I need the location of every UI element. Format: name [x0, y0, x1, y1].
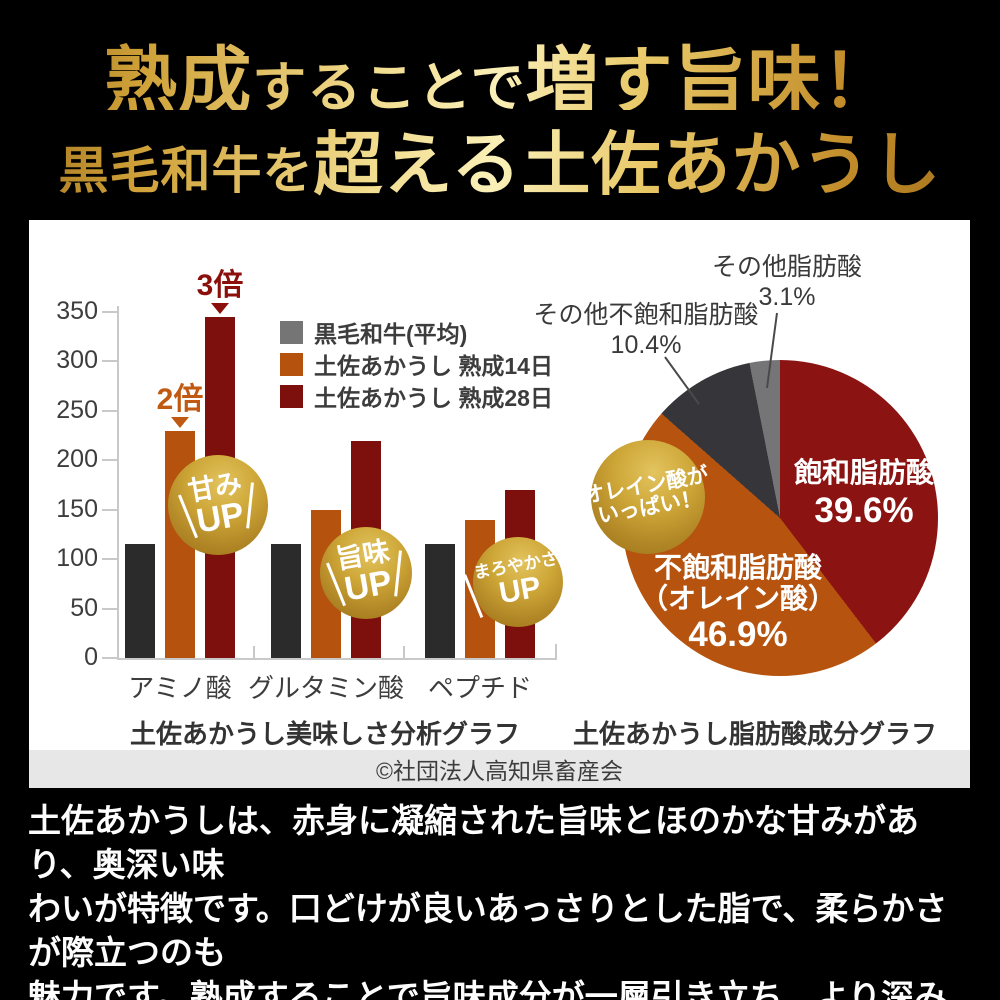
up-badge-旨味: 旨味 UP [320, 527, 412, 619]
headline-line1: 熟成 することで 増す旨味！ [0, 22, 1000, 110]
badge-slash-right-icon [246, 482, 254, 529]
y-axis-label: 250 [56, 395, 98, 424]
y-axis-tick [102, 459, 117, 462]
x-axis-separator [403, 646, 405, 658]
annotation-2倍: 2倍 [120, 382, 240, 428]
footer-description: 土佐あかうしは、赤身に凝縮された旨味とほのかな甘みがあり、奥深い味 わいが特徴で… [28, 799, 974, 1000]
pie-chart-caption: 土佐あかうし脂肪酸成分グラフ [572, 719, 937, 749]
x-axis-separator [253, 646, 255, 658]
legend-label: 土佐あかうし 熟成28日 [314, 385, 553, 411]
legend-label: 土佐あかうし 熟成14日 [314, 353, 553, 379]
pie-label-pct: 10.4% [610, 331, 682, 359]
footer-line: 魅力です。熟成することで旨味成分が一層引き立ち、より深みのある美味 [28, 978, 948, 1000]
legend-swatch [280, 352, 303, 376]
y-axis-label: 350 [56, 297, 98, 325]
pie-label-other-fat: その他脂肪酸 3.1% [687, 252, 887, 312]
pie-label-pct: 39.6% [814, 491, 914, 530]
y-axis-tick [102, 607, 117, 610]
bar-アミノ酸-黒毛和牛(平均) [125, 544, 155, 658]
headline-segment: 超える土佐あかうし [313, 124, 942, 205]
pie-label-text: その他脂肪酸 [711, 253, 862, 281]
pie-label-unsaturated: 不飽和脂肪酸 （オレイン酸） 46.9% [638, 553, 838, 655]
pie-label-text: その他不飽和脂肪酸 [533, 301, 759, 329]
category-label: グルタミン酸 [247, 673, 404, 703]
up-badge-甘み: 甘み UP [168, 455, 268, 555]
y-axis-tick [102, 311, 117, 313]
legend-swatch [280, 320, 303, 344]
y-axis-tick [102, 409, 117, 412]
badge-line: UP [341, 563, 395, 609]
badge-line: UP [496, 570, 543, 611]
y-axis-tick [102, 657, 117, 659]
legend-row: 土佐あかうし 熟成14日 [280, 347, 553, 381]
bar-chart-y-axis-line [117, 306, 119, 660]
y-axis-label: 100 [56, 544, 98, 573]
legend-row: 黒毛和牛(平均) [280, 315, 467, 349]
y-axis-tick [102, 360, 117, 363]
y-axis-label: 0 [84, 643, 98, 671]
charts-panel: 0 50 100 150 200 250 300 350 アミノ酸 グルタミン酸 ペプチド 黒毛和… [29, 220, 970, 750]
headline-line2: 黒毛和牛を 超える土佐あかうし [0, 108, 1000, 200]
credit-text: ©社団法人高知県畜産会 [376, 758, 623, 784]
badge-slash-right-icon [394, 550, 402, 597]
credit-bar: ©社団法人高知県畜産会 [29, 750, 970, 788]
category-label: アミノ酸 [128, 673, 232, 703]
y-axis-tick [102, 558, 117, 561]
pie-label-pct: 3.1% [758, 283, 816, 311]
pie-label-pct: 46.9% [688, 615, 788, 654]
footer-line: わいが特徴です。口どけが良いあっさりとした脂で、柔らかさが際立つのも [28, 890, 948, 971]
badge-content: 甘み UP [178, 468, 256, 543]
badge-content: 旨味 UP [326, 536, 404, 611]
annotation-text: 3倍 [196, 268, 244, 302]
pie-label-text: 飽和脂肪酸 [793, 457, 934, 488]
bar-chart-caption: 土佐あかうし美味しさ分析グラフ [129, 719, 520, 749]
annotation-arrow-icon [211, 302, 229, 314]
x-axis-end-tick [555, 644, 557, 658]
footer-line: 土佐あかうしは、赤身に凝縮された旨味とほのかな甘みがあり、奥深い味 [28, 802, 919, 883]
pie-label-text: 不飽和脂肪酸 [653, 552, 822, 583]
y-axis-label: 300 [56, 346, 98, 375]
bar-グルタミン酸-黒毛和牛(平均) [271, 544, 301, 658]
badge-text: まろやかさ UP [472, 549, 564, 613]
pie-label-other-unsaturated: その他不飽和脂肪酸 10.4% [516, 300, 776, 360]
legend-label: 黒毛和牛(平均) [314, 321, 468, 347]
annotation-3倍: 3倍 [160, 268, 280, 314]
pie-leader-lines [664, 312, 778, 405]
y-axis-label: 50 [70, 593, 98, 622]
y-axis-label: 200 [56, 445, 98, 474]
legend-row: 土佐あかうし 熟成28日 [280, 379, 553, 413]
y-axis-tick [102, 508, 117, 511]
category-label: ペプチド [427, 673, 532, 703]
up-badge-まろやかさ: まろやかさ UP [462, 537, 570, 627]
headline-segment: 黒毛和牛を [58, 141, 314, 200]
bar-chart-x-axis-line [117, 658, 557, 660]
legend-swatch [280, 384, 303, 408]
badge-content: オレイン酸が いっぱい！ [582, 463, 714, 529]
pie-label-text2: （オレイン酸） [639, 583, 836, 614]
oleic-acid-badge: オレイン酸が いっぱい！ [582, 440, 710, 554]
badge-line: UP [193, 495, 247, 541]
y-axis-label: 150 [56, 494, 98, 523]
pie-label-saturated: 飽和脂肪酸 39.6% [764, 457, 964, 533]
annotation-arrow-icon [171, 416, 189, 428]
annotation-text: 2倍 [156, 382, 204, 416]
bar-ペプチド-黒毛和牛(平均) [425, 544, 455, 658]
